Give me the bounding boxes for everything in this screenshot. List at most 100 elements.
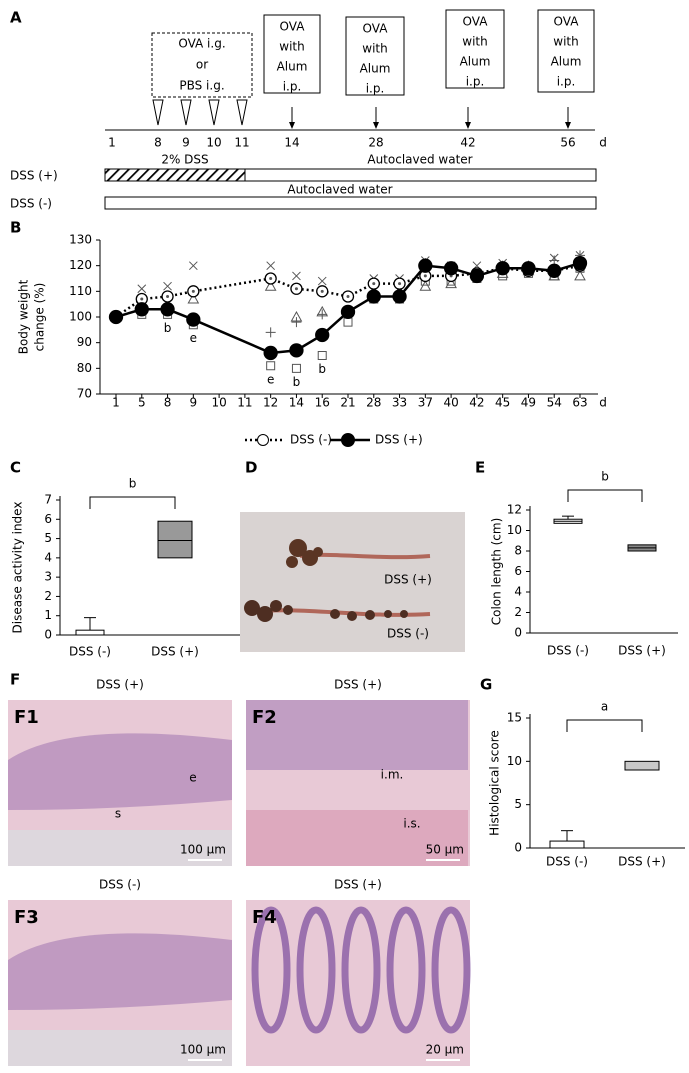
- y-tick-label: 80: [77, 361, 92, 375]
- x-unit: d: [599, 396, 607, 410]
- panel-label: A: [10, 9, 22, 27]
- series-point: [289, 343, 304, 358]
- series-point: [366, 289, 381, 304]
- scale-label: 100 μm: [180, 1043, 226, 1057]
- stool-pellet: [384, 610, 392, 618]
- photo: [240, 512, 465, 652]
- x-tick-label: DSS (+): [151, 645, 199, 659]
- day-label: 8: [154, 136, 162, 150]
- significance-label: a: [601, 700, 608, 714]
- y-tick-label: 12: [507, 503, 522, 517]
- photo-label: DSS (+): [384, 573, 432, 587]
- stool-pellet: [286, 556, 298, 568]
- individual-point: [264, 280, 277, 291]
- individual-point: [317, 309, 328, 320]
- row-text: Autoclaved water: [287, 183, 392, 197]
- water-bar: [244, 168, 597, 182]
- y-tick-label: 110: [69, 284, 92, 298]
- x-tick-label: DSS (-): [546, 855, 588, 869]
- series-point: [418, 258, 433, 273]
- x-tick-label: 63: [572, 396, 587, 410]
- photo-label: DSS (-): [387, 627, 429, 641]
- y-axis-label: Colon length (cm): [490, 518, 504, 626]
- x-tick-label: 42: [469, 396, 484, 410]
- mucosa: [246, 700, 468, 770]
- y-tick-label: 2: [44, 589, 52, 603]
- scale-label: 20 μm: [426, 1043, 464, 1057]
- y-tick-label: 70: [77, 387, 92, 401]
- ip-text: OVA: [554, 15, 580, 29]
- series-point-center: [423, 274, 427, 278]
- series-point-center: [398, 282, 402, 286]
- y-tick-label: 7: [44, 493, 52, 507]
- ip-text: Alum: [277, 60, 308, 74]
- individual-point: [291, 317, 302, 328]
- series-point-center: [294, 287, 298, 291]
- legend-marker: [257, 434, 269, 446]
- day-label: 10: [206, 136, 221, 150]
- x-tick-label: 1: [112, 396, 120, 410]
- ip-text: with: [279, 40, 304, 54]
- y-tick-label: 6: [514, 564, 522, 578]
- individual-point: [265, 327, 276, 338]
- annotation: e: [190, 331, 197, 345]
- significance-bracket: [567, 489, 643, 502]
- series-point: [315, 327, 330, 343]
- ip-text: Alum: [460, 55, 491, 69]
- stool-pellet: [330, 609, 340, 619]
- y-tick-label: 2: [514, 605, 522, 619]
- gavage-marker: [208, 99, 220, 126]
- series-point: [108, 309, 124, 325]
- stool-pellet: [257, 606, 273, 622]
- image-label: F3: [14, 907, 39, 928]
- ip-text: with: [462, 35, 487, 49]
- series-point: [392, 289, 407, 304]
- ip-text: i.p.: [466, 75, 485, 89]
- ip-text: i.p.: [366, 82, 385, 96]
- image-label: F4: [252, 907, 277, 928]
- series-point-center: [269, 277, 273, 280]
- ip-text: OVA: [280, 20, 306, 34]
- significance-label: b: [601, 470, 609, 484]
- dss-bar: [104, 168, 246, 182]
- series-point: [469, 268, 485, 284]
- day-label: 14: [284, 136, 299, 150]
- oral-text: PBS i.g.: [179, 79, 224, 93]
- day-label: 9: [182, 136, 190, 150]
- x-tick-label: 28: [366, 396, 381, 410]
- series-point-center: [372, 282, 376, 286]
- series-point-center: [320, 289, 324, 293]
- x-tick-label: 21: [340, 396, 355, 410]
- y-tick-label: 0: [514, 841, 522, 855]
- stool-pellet: [313, 547, 323, 557]
- water-bar: [104, 196, 597, 210]
- individual-point: [445, 277, 457, 289]
- image-annotation: s: [115, 807, 121, 821]
- annotation: b: [318, 362, 326, 376]
- image-annotation: i.s.: [403, 817, 420, 831]
- crypt: [341, 906, 381, 1034]
- y-axis-label: Body weight: [17, 279, 31, 354]
- oral-text: or: [196, 58, 208, 72]
- x-tick-label: 49: [521, 396, 536, 410]
- x-tick-label: 5: [138, 396, 146, 410]
- stool-pellet: [270, 600, 282, 612]
- stool-pellet: [289, 539, 307, 557]
- stool-pellet: [244, 600, 260, 616]
- day-unit: d: [599, 136, 607, 150]
- image-annotation: i.m.: [381, 768, 404, 782]
- ip-text: OVA: [363, 22, 389, 36]
- legend-label: DSS (+): [375, 433, 423, 447]
- panel-label: G: [480, 676, 492, 694]
- box: [624, 760, 660, 771]
- series-point: [443, 261, 459, 276]
- x-tick-label: DSS (-): [69, 645, 111, 659]
- panel-label: E: [475, 459, 485, 477]
- x-tick-label: DSS (+): [618, 644, 666, 658]
- day-label: 56: [560, 136, 575, 150]
- ip-text: Alum: [360, 62, 391, 76]
- y-tick-label: 120: [69, 258, 92, 272]
- x-tick-label: 10: [211, 396, 226, 410]
- legend-label: DSS (-): [290, 433, 332, 447]
- image-title: DSS (+): [334, 678, 382, 692]
